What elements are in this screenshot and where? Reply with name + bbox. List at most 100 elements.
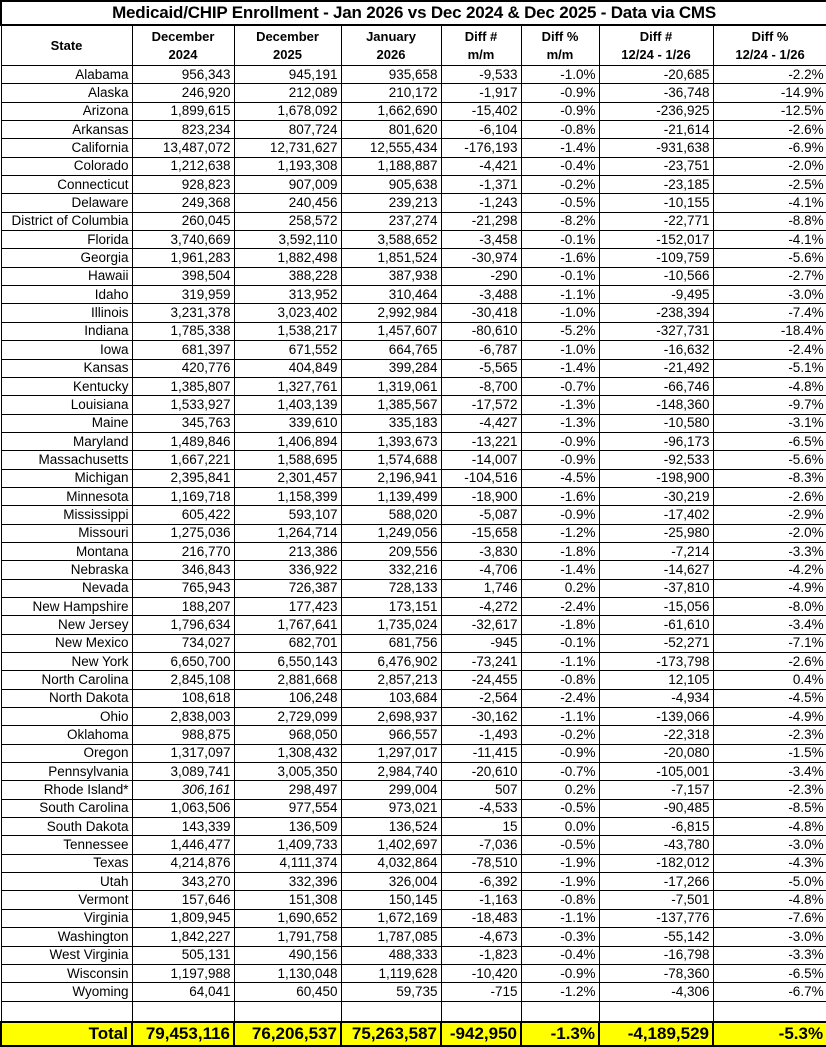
cell-dec-2025: 1,193,308	[233, 156, 342, 177]
cell-diff-num-period: -61,610	[598, 615, 714, 635]
cell-state: South Carolina	[0, 798, 133, 819]
table-row: Iowa 681,397 671,552 664,765 -6,787 -1.0% -16,…	[0, 340, 826, 360]
cell-dec-2025: 1,130,048	[233, 963, 342, 984]
cell-diff-num-period: -55,142	[598, 927, 714, 947]
cell-state: Minnesota	[0, 486, 133, 507]
empty-cell	[0, 1000, 133, 1022]
cell-diff-num-mm: -6,787	[440, 340, 522, 360]
cell-diff-num-period: -173,798	[598, 651, 714, 672]
cell-dec-2024: 956,343	[131, 64, 235, 85]
cell-dec-2025: 968,050	[233, 725, 342, 745]
cell-diff-pct-period: -8.0%	[712, 596, 826, 617]
header-line: January	[366, 28, 416, 44]
cell-state: Montana	[0, 541, 133, 562]
cell-state: Kentucky	[0, 376, 133, 397]
cell-dec-2024: 143,339	[131, 817, 235, 837]
cell-diff-pct-period: -2.6%	[712, 120, 826, 140]
cell-state: Rhode Island*	[0, 780, 133, 800]
cell-state: New York	[0, 651, 133, 672]
cell-diff-pct-period: -4.3%	[712, 853, 826, 874]
cell-state: Wyoming	[0, 982, 133, 1002]
cell-diff-num-period: 12,105	[598, 670, 714, 690]
cell-diff-pct-mm: -0.9%	[520, 450, 600, 470]
cell-jan-2026: 1,735,024	[340, 615, 442, 635]
cell-dec-2024: 319,959	[131, 285, 235, 305]
cell-diff-num-mm: 507	[440, 780, 522, 800]
cell-jan-2026: 150,145	[340, 890, 442, 910]
cell-jan-2026: 681,756	[340, 633, 442, 654]
cell-state: Colorado	[0, 156, 133, 177]
empty-cell	[598, 1000, 714, 1022]
cell-diff-num-mm: -2,564	[440, 688, 522, 709]
cell-diff-pct-period: -2.0%	[712, 523, 826, 543]
cell-diff-pct-mm: -0.9%	[520, 83, 600, 103]
cell-diff-pct-period: -4.1%	[712, 230, 826, 250]
cell-dec-2025: 258,572	[233, 211, 342, 232]
cell-state: Missouri	[0, 523, 133, 543]
cell-dec-2024: 605,422	[131, 505, 235, 525]
cell-diff-num-period: -109,759	[598, 248, 714, 268]
cell-diff-num-mm: -176,193	[440, 138, 522, 158]
cell-diff-num-mm: -5,565	[440, 358, 522, 378]
cell-jan-2026: 210,172	[340, 83, 442, 103]
cell-state: North Dakota	[0, 688, 133, 709]
cell-diff-pct-mm: 0.2%	[520, 780, 600, 800]
cell-diff-pct-period: -12.5%	[712, 101, 826, 122]
header-line: Diff %	[751, 28, 789, 44]
table-row: Michigan 2,395,841 2,301,457 2,196,941 -104,…	[0, 468, 826, 488]
cell-dec-2024: 108,618	[131, 688, 235, 709]
cell-diff-pct-mm: -1.9%	[520, 853, 600, 874]
cell-state: Pennsylvania	[0, 762, 133, 782]
cell-diff-num-period: -17,402	[598, 505, 714, 525]
cell-state: Nevada	[0, 578, 133, 598]
cell-dec-2025: 1,409,733	[233, 835, 342, 855]
cell-jan-2026: 6,476,902	[340, 651, 442, 672]
table-row: New Jersey 1,796,634 1,767,641 1,735,024 -32…	[0, 615, 826, 635]
table-row: Idaho 319,959 313,952 310,464 -3,488 -1.1% -9,…	[0, 285, 826, 305]
cell-state: Hawaii	[0, 266, 133, 287]
cell-dec-2024: 3,740,669	[131, 230, 235, 250]
cell-diff-pct-mm: -0.4%	[520, 156, 600, 177]
cell-diff-pct-mm: 0.0%	[520, 817, 600, 837]
cell-diff-pct-mm: -1.3%	[520, 395, 600, 415]
cell-dec-2025: 1,588,695	[233, 450, 342, 470]
cell-dec-2024: 157,646	[131, 890, 235, 910]
cell-diff-num-period: -148,360	[598, 395, 714, 415]
cell-dec-2024: 1,212,638	[131, 156, 235, 177]
cell-diff-num-mm: -10,420	[440, 963, 522, 984]
cell-dec-2024: 246,920	[131, 83, 235, 103]
cell-dec-2025: 490,156	[233, 945, 342, 965]
table-row: District of Columbia 260,045 258,572 237,27…	[0, 211, 826, 232]
cell-diff-pct-period: -2.7%	[712, 266, 826, 287]
cell-diff-pct-mm: -0.1%	[520, 266, 600, 287]
cell-diff-num-period: -22,771	[598, 211, 714, 232]
cell-diff-num-period: -9,495	[598, 285, 714, 305]
header-line: December	[256, 28, 319, 44]
cell-dec-2024: 343,270	[131, 872, 235, 892]
cell-dec-2025: 177,423	[233, 596, 342, 617]
cell-diff-num-period: -20,685	[598, 64, 714, 85]
cell-diff-num-period: -152,017	[598, 230, 714, 250]
cell-jan-2026: 1,574,688	[340, 450, 442, 470]
cell-dec-2024: 1,169,718	[131, 486, 235, 507]
cell-dec-2025: 3,592,110	[233, 230, 342, 250]
cell-state: Alaska	[0, 83, 133, 103]
cell-diff-pct-mm: -1.1%	[520, 285, 600, 305]
cell-diff-pct-mm: -1.2%	[520, 523, 600, 543]
cell-diff-pct-mm: -0.2%	[520, 725, 600, 745]
cell-dec-2024: 249,368	[131, 193, 235, 213]
cell-dec-2025: 212,089	[233, 83, 342, 103]
cell-diff-num-mm: -20,610	[440, 762, 522, 782]
cell-diff-pct-mm: -0.7%	[520, 376, 600, 397]
cell-diff-pct-mm: -0.3%	[520, 927, 600, 947]
cell-jan-2026: 103,684	[340, 688, 442, 709]
total-state: Total	[0, 1020, 133, 1047]
table-row: Arizona 1,899,615 1,678,092 1,662,690 -15,40…	[0, 101, 826, 122]
cell-diff-pct-mm: -0.2%	[520, 175, 600, 195]
cell-state: Ohio	[0, 707, 133, 727]
cell-jan-2026: 2,698,937	[340, 707, 442, 727]
cell-diff-num-period: -16,632	[598, 340, 714, 360]
cell-diff-num-mm: -13,221	[440, 431, 522, 452]
total-dec-2025: 76,206,537	[233, 1020, 342, 1047]
cell-dec-2024: 64,041	[131, 982, 235, 1002]
